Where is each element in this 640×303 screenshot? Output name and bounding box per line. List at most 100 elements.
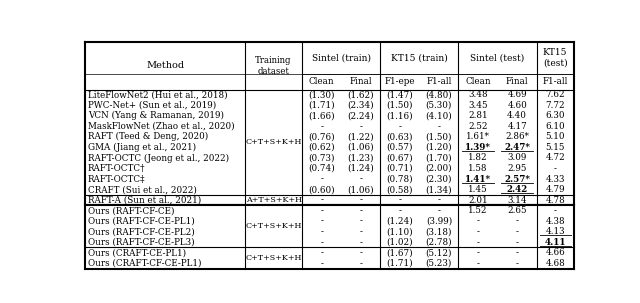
- Text: -: -: [359, 195, 362, 205]
- Text: (4.80): (4.80): [426, 90, 452, 99]
- Text: Ours (CRAFT-CF-CE-PL1): Ours (CRAFT-CF-CE-PL1): [88, 259, 202, 268]
- Text: -: -: [320, 122, 323, 131]
- Text: (1.06): (1.06): [348, 143, 374, 152]
- Text: -: -: [320, 238, 323, 247]
- Text: -: -: [516, 259, 518, 268]
- Text: 4.40: 4.40: [507, 112, 527, 120]
- Text: -: -: [516, 248, 518, 257]
- Text: -: -: [398, 195, 401, 205]
- Text: -: -: [476, 217, 479, 226]
- Text: (1.02): (1.02): [387, 238, 413, 247]
- Text: 3.14: 3.14: [508, 195, 527, 205]
- Text: RAFT-OCTC‡: RAFT-OCTC‡: [88, 175, 145, 184]
- Text: PWC-Net+ (Sun et al., 2019): PWC-Net+ (Sun et al., 2019): [88, 101, 216, 110]
- Text: (4.10): (4.10): [426, 112, 452, 120]
- Text: (5.12): (5.12): [426, 248, 452, 257]
- Text: 5.10: 5.10: [545, 132, 565, 142]
- Text: (2.30): (2.30): [426, 175, 452, 184]
- Text: (2.78): (2.78): [426, 238, 452, 247]
- Text: 4.33: 4.33: [545, 175, 565, 184]
- Text: (0.74): (0.74): [308, 164, 335, 173]
- Text: (1.70): (1.70): [426, 154, 452, 162]
- Text: (1.23): (1.23): [348, 154, 374, 162]
- Text: -: -: [476, 227, 479, 236]
- Text: 5.15: 5.15: [545, 143, 564, 152]
- Text: (1.10): (1.10): [387, 227, 413, 236]
- Text: -: -: [359, 248, 362, 257]
- Text: 4.78: 4.78: [545, 195, 565, 205]
- Text: -: -: [554, 164, 557, 173]
- Text: -: -: [359, 206, 362, 215]
- Text: C+T+S+K+H: C+T+S+K+H: [245, 254, 302, 262]
- Text: 4.69: 4.69: [508, 90, 527, 99]
- Text: 6.30: 6.30: [545, 112, 565, 120]
- Text: (0.73): (0.73): [308, 154, 335, 162]
- Text: RAFT-OCTC (Jeong et al., 2022): RAFT-OCTC (Jeong et al., 2022): [88, 153, 229, 162]
- Text: -: -: [359, 217, 362, 226]
- Text: (1.47): (1.47): [387, 90, 413, 99]
- Text: 2.95: 2.95: [508, 164, 527, 173]
- Text: Ours (RAFT-CF-CE-PL2): Ours (RAFT-CF-CE-PL2): [88, 227, 195, 236]
- Text: (5.30): (5.30): [426, 101, 452, 110]
- Text: MaskFlowNet (Zhao et al., 2020): MaskFlowNet (Zhao et al., 2020): [88, 122, 235, 131]
- Text: 1.61*: 1.61*: [466, 132, 490, 142]
- Text: 3.48: 3.48: [468, 90, 488, 99]
- Text: -: -: [359, 227, 362, 236]
- Text: 4.68: 4.68: [545, 259, 565, 268]
- Text: (0.60): (0.60): [308, 185, 335, 194]
- Text: -: -: [359, 122, 362, 131]
- Text: (0.62): (0.62): [308, 143, 335, 152]
- Text: 6.10: 6.10: [545, 122, 565, 131]
- Text: (1.71): (1.71): [308, 101, 335, 110]
- Text: (1.71): (1.71): [387, 259, 413, 268]
- Text: -: -: [320, 206, 323, 215]
- Text: GMA (Jiang et al., 2021): GMA (Jiang et al., 2021): [88, 143, 196, 152]
- Text: 7.62: 7.62: [545, 90, 565, 99]
- Text: Ours (RAFT-CF-CE-PL3): Ours (RAFT-CF-CE-PL3): [88, 238, 195, 247]
- Text: (2.34): (2.34): [348, 101, 374, 110]
- Text: (0.63): (0.63): [387, 132, 413, 142]
- Text: (0.78): (0.78): [387, 175, 413, 184]
- Text: -: -: [476, 248, 479, 257]
- Text: A+T+S+K+H: A+T+S+K+H: [246, 196, 301, 204]
- Text: KT15
(test): KT15 (test): [543, 48, 568, 68]
- Text: 7.72: 7.72: [545, 101, 565, 110]
- Text: (2.00): (2.00): [426, 164, 452, 173]
- Text: 4.13: 4.13: [545, 227, 565, 236]
- Text: -: -: [320, 217, 323, 226]
- Text: C+T+S+K+H: C+T+S+K+H: [245, 138, 302, 146]
- Text: 1.52: 1.52: [468, 206, 488, 215]
- Text: -: -: [476, 238, 479, 247]
- Text: RAFT-OCTC†: RAFT-OCTC†: [88, 164, 145, 173]
- Text: (1.50): (1.50): [387, 101, 413, 110]
- Text: LiteFlowNet2 (Hui et al., 2018): LiteFlowNet2 (Hui et al., 2018): [88, 90, 228, 99]
- Text: -: -: [320, 227, 323, 236]
- Text: 2.57*: 2.57*: [504, 175, 530, 184]
- Text: (1.66): (1.66): [308, 112, 335, 120]
- Text: 1.39*: 1.39*: [465, 143, 491, 152]
- Text: -: -: [516, 227, 518, 236]
- Text: -: -: [516, 238, 518, 247]
- Text: CRAFT (Sui et al., 2022): CRAFT (Sui et al., 2022): [88, 185, 197, 194]
- Text: -: -: [437, 122, 440, 131]
- Text: 2.47*: 2.47*: [504, 143, 530, 152]
- Text: -: -: [398, 122, 401, 131]
- Text: -: -: [359, 238, 362, 247]
- Text: -: -: [320, 175, 323, 184]
- Text: 2.52: 2.52: [468, 122, 488, 131]
- Text: (1.24): (1.24): [348, 164, 374, 173]
- Text: 4.11: 4.11: [544, 238, 566, 247]
- Text: Final: Final: [349, 77, 372, 86]
- Text: 1.41*: 1.41*: [465, 175, 491, 184]
- Text: 1.82: 1.82: [468, 154, 488, 162]
- Text: C+T+S+K+H: C+T+S+K+H: [245, 222, 302, 230]
- Text: (1.34): (1.34): [426, 185, 452, 194]
- Text: (1.20): (1.20): [426, 143, 452, 152]
- Text: (1.30): (1.30): [308, 90, 335, 99]
- Text: -: -: [320, 195, 323, 205]
- Text: -: -: [359, 259, 362, 268]
- Text: 1.58: 1.58: [468, 164, 488, 173]
- Text: (2.24): (2.24): [348, 112, 374, 120]
- Text: F1-all: F1-all: [426, 77, 452, 86]
- Text: 2.42: 2.42: [506, 185, 528, 194]
